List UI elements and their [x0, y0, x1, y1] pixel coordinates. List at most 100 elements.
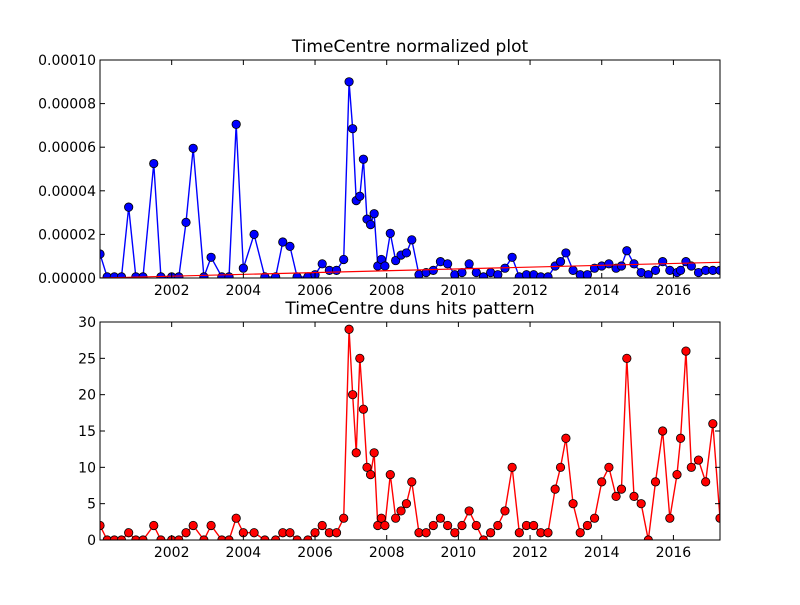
x-tick-label: 2004 — [226, 545, 262, 561]
data-point — [686, 462, 696, 472]
duns-hits-panel: 0 5 10 15 20 25 30 2002 2004 2006 2008 2010 2012 2014… — [78, 299, 721, 561]
x-tick-label: 2014 — [584, 283, 620, 299]
data-point — [604, 462, 614, 472]
data-point — [457, 520, 467, 531]
data-point — [124, 202, 134, 212]
data-point — [529, 520, 539, 531]
data-point — [568, 499, 578, 509]
x-tick-label: 2006 — [297, 283, 333, 299]
y-tick-label: 0.00010 — [38, 53, 96, 69]
axes-frame — [99, 59, 721, 279]
data-point — [543, 272, 553, 278]
x-tick-label: 2002 — [154, 283, 190, 299]
data-point — [231, 119, 241, 129]
data-point — [339, 254, 349, 265]
data-point — [224, 272, 234, 278]
x-tick-label: 2004 — [226, 283, 262, 299]
data-point — [369, 209, 379, 219]
y-tick-label: 0.00004 — [38, 184, 96, 200]
data-point — [643, 270, 653, 278]
data-point — [249, 229, 259, 239]
data-point — [693, 455, 704, 465]
plot-area — [100, 324, 720, 540]
data-point — [428, 520, 438, 531]
data-point — [358, 404, 369, 414]
data-point — [331, 265, 342, 275]
data-point — [672, 469, 682, 480]
data-point — [622, 246, 632, 256]
data-point — [450, 528, 460, 538]
data-point — [206, 520, 216, 531]
x-tick-label: 2002 — [154, 545, 190, 561]
data-point — [443, 520, 453, 531]
data-point — [611, 491, 621, 501]
data-point — [616, 261, 627, 271]
x-tick-label: 2010 — [441, 545, 477, 561]
data-point — [507, 252, 517, 262]
trend-line — [100, 261, 720, 278]
data-point — [385, 228, 395, 238]
x-tick-label: 2016 — [656, 545, 692, 561]
data-point — [464, 259, 474, 269]
data-point — [396, 506, 406, 516]
data-point — [507, 462, 517, 472]
x-tick-label: 2012 — [512, 545, 548, 561]
data-point — [550, 484, 560, 494]
data-point — [351, 448, 361, 458]
data-point — [376, 513, 386, 523]
data-point — [493, 520, 503, 531]
y-tick-label: 25 — [78, 351, 96, 367]
data-point — [278, 237, 288, 247]
data-point — [401, 499, 412, 509]
data-point — [365, 219, 376, 230]
data-point — [561, 248, 571, 258]
x-tick-label: 2012 — [512, 283, 548, 299]
y-tick-label: 0.00000 — [38, 271, 96, 287]
y-tick-label: 0 — [87, 533, 96, 549]
data-point — [675, 433, 686, 443]
data-point — [701, 477, 711, 487]
data-point — [500, 506, 510, 516]
data-point — [292, 272, 302, 278]
x-tick-label: 2006 — [297, 545, 333, 561]
data-point — [285, 241, 295, 251]
data-point — [317, 259, 327, 269]
data-point — [380, 261, 390, 271]
x-tick-label: 2008 — [369, 283, 405, 299]
data-point — [407, 477, 417, 487]
data-point — [238, 263, 248, 273]
data-point — [407, 235, 417, 245]
data-point — [555, 257, 566, 267]
data-point — [317, 520, 327, 531]
data-point — [589, 513, 600, 523]
data-point — [686, 261, 696, 271]
plot-area — [100, 77, 720, 278]
data-point — [616, 484, 627, 494]
data-point — [555, 462, 566, 472]
data-point — [124, 528, 134, 538]
normalized-plot-panel: 0.00000 0.00002 0.00004 0.00006 0.00008 0.000… — [38, 37, 721, 299]
data-point — [650, 265, 661, 275]
y-tick-label: 20 — [78, 388, 96, 404]
data-point — [199, 272, 209, 278]
data-point — [362, 462, 372, 472]
data-point — [355, 353, 365, 363]
data-point — [435, 513, 446, 523]
data-point — [348, 390, 358, 400]
data-point — [331, 528, 342, 538]
x-tick-label: 2008 — [369, 545, 405, 561]
data-point — [457, 267, 467, 278]
data-point — [181, 217, 191, 228]
data-point — [543, 528, 553, 538]
data-point — [471, 520, 481, 531]
data-point — [285, 528, 295, 538]
data-point — [428, 265, 438, 275]
data-point — [391, 513, 401, 523]
y-tick-label: 15 — [78, 424, 96, 440]
data-point — [380, 520, 390, 531]
data-point — [369, 448, 379, 458]
data-point — [149, 520, 159, 531]
data-point — [149, 158, 159, 169]
data-point — [174, 272, 184, 278]
y-tick-label: 0.00002 — [38, 227, 96, 243]
